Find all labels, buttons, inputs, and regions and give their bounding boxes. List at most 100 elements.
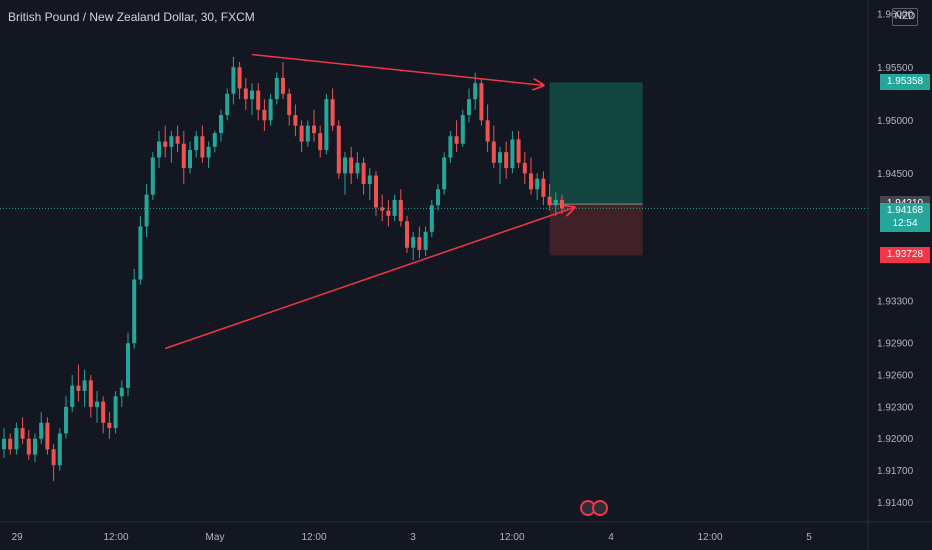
candle: [268, 93, 273, 126]
candle: [200, 125, 205, 163]
candle: [88, 375, 93, 418]
target-zone[interactable]: [549, 82, 643, 205]
candle: [101, 396, 106, 434]
price-tick-label: 1.91400: [877, 498, 914, 509]
candle: [51, 444, 56, 482]
candle: [318, 125, 323, 158]
trendlines-layer: [164, 53, 574, 350]
candle: [231, 56, 236, 105]
candle: [119, 380, 124, 407]
candle: [26, 430, 31, 460]
candle: [225, 88, 230, 121]
candle: [330, 88, 335, 131]
candle: [299, 120, 304, 153]
candle: [361, 157, 366, 195]
candle: [287, 88, 292, 126]
time-tick-label: May: [206, 532, 225, 543]
candle: [398, 189, 403, 227]
price-ticks: 1.96000 1.95500 1.95000 1.94500 1.93300 1.929…: [877, 10, 914, 509]
candle: [454, 120, 459, 153]
candle: [460, 109, 465, 147]
candle: [423, 226, 428, 257]
candle: [467, 88, 471, 123]
candle: [126, 332, 130, 397]
economic-event-icon[interactable]: [592, 500, 608, 516]
price-tick-label: 1.91700: [877, 466, 914, 477]
candle: [312, 109, 316, 142]
candle: [305, 120, 310, 147]
candle: [157, 130, 161, 169]
time-tick-label: 4: [608, 532, 614, 543]
candle: [479, 77, 484, 126]
candle: [553, 192, 558, 216]
candle: [281, 61, 285, 100]
candle: [82, 369, 87, 407]
time-tick-label: 12:00: [103, 532, 128, 543]
candle: [547, 184, 552, 211]
chart-title: British Pound / New Zealand Dollar, 30, …: [8, 10, 255, 24]
candle: [405, 215, 409, 253]
price-tick-label: 1.92000: [877, 434, 914, 445]
candle: [417, 226, 422, 259]
price-tick-label: 1.95000: [877, 116, 914, 127]
candle: [522, 152, 527, 185]
time-ticks: 29 12:00 May 12:00 3 12:00 4 12:00 5: [11, 532, 812, 543]
candle: [343, 152, 347, 195]
candle: [442, 152, 447, 195]
candle: [256, 83, 261, 121]
candle: [243, 77, 248, 110]
candle: [132, 268, 137, 349]
candle: [20, 417, 25, 445]
candle: [262, 99, 267, 131]
event-icons[interactable]: [580, 500, 614, 518]
candle: [45, 417, 50, 455]
price-tick-label: 1.92300: [877, 402, 914, 413]
candle: [491, 125, 496, 169]
price-tick-label: 1.92900: [877, 339, 914, 350]
candle: [380, 194, 385, 222]
candle: [324, 93, 329, 155]
candle: [448, 130, 453, 163]
candle: [293, 104, 298, 137]
candle: [560, 194, 564, 214]
candle: [535, 173, 540, 200]
candle: [237, 61, 242, 100]
candle: [113, 390, 118, 434]
target-price-tag: 1.95358: [880, 74, 930, 91]
trendline[interactable]: [251, 53, 543, 86]
candle: [76, 364, 81, 402]
candle: [2, 428, 6, 458]
last-price-value: 1.94168: [886, 204, 924, 216]
candle: [529, 157, 533, 195]
candles-layer: [2, 56, 564, 482]
trendline[interactable]: [164, 207, 574, 350]
price-tick-label: 1.94500: [877, 169, 914, 180]
time-tick-label: 12:00: [697, 532, 722, 543]
candle: [163, 125, 168, 158]
candle: [516, 130, 521, 169]
price-tick-label: 1.96000: [877, 10, 914, 21]
candle: [33, 433, 37, 463]
candle: [194, 130, 199, 158]
price-tick-label: 1.92600: [877, 371, 914, 382]
price-tick-label: 1.93300: [877, 296, 914, 307]
candle: [14, 422, 19, 455]
candle: [250, 83, 254, 116]
candle: [57, 428, 62, 471]
countdown-label: 12:54: [892, 217, 918, 229]
candle: [510, 130, 515, 174]
candle: [355, 152, 360, 179]
currency-badge[interactable]: NZD: [892, 8, 918, 26]
candle: [95, 390, 99, 423]
position-zones: [549, 82, 643, 256]
candle: [219, 109, 223, 142]
candle: [39, 412, 44, 445]
candle: [107, 412, 112, 439]
candle: [349, 146, 354, 185]
candle: [392, 194, 397, 222]
candle: [181, 130, 186, 185]
time-tick-label: 29: [11, 532, 23, 543]
time-tick-label: 3: [410, 532, 416, 543]
candle: [541, 171, 546, 206]
